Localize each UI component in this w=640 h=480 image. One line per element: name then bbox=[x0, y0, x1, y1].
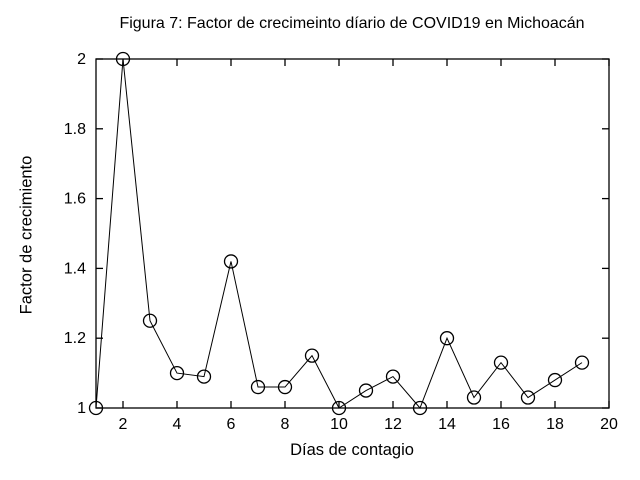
data-point-marker bbox=[358, 383, 374, 398]
data-point-marker bbox=[385, 369, 401, 384]
data-point-marker bbox=[520, 390, 536, 405]
x-tick-label: 6 bbox=[227, 416, 236, 433]
data-line bbox=[95, 58, 583, 409]
x-tick-label: 2 bbox=[119, 416, 128, 433]
y-tick-label: 2 bbox=[77, 51, 86, 68]
data-point-marker bbox=[304, 348, 320, 363]
y-tick-label: 1.6 bbox=[64, 191, 86, 208]
data-point-marker bbox=[493, 355, 509, 370]
plot-box bbox=[95, 58, 610, 409]
x-tick-label: 12 bbox=[384, 416, 402, 433]
data-point-marker bbox=[142, 313, 158, 328]
x-tick-label: 16 bbox=[492, 416, 510, 433]
data-point-marker bbox=[466, 390, 482, 405]
x-tick-label: 14 bbox=[438, 416, 456, 433]
data-point-marker bbox=[250, 379, 266, 395]
chart-title: Figura 7: Factor de crecimeinto díario d… bbox=[119, 15, 585, 32]
y-tick-label: 1 bbox=[77, 400, 86, 417]
data-point-marker bbox=[331, 400, 347, 416]
x-tick-label: 4 bbox=[173, 416, 182, 433]
data-point-marker bbox=[88, 400, 104, 416]
data-point-marker bbox=[277, 379, 293, 395]
data-point-marker bbox=[439, 331, 455, 346]
x-tick-label: 10 bbox=[330, 416, 348, 433]
x-tick-label: 8 bbox=[281, 416, 290, 433]
data-point-marker bbox=[223, 254, 239, 269]
data-point-marker bbox=[169, 365, 185, 381]
data-point-marker bbox=[115, 51, 131, 67]
y-tick-label: 1.4 bbox=[64, 260, 86, 277]
data-point-marker bbox=[412, 400, 428, 416]
x-tick-label: 18 bbox=[546, 416, 564, 433]
x-axis-label: Días de contagio bbox=[290, 441, 414, 459]
y-tick-label: 1.8 bbox=[64, 121, 86, 138]
x-tick-label: 20 bbox=[600, 416, 618, 433]
data-point-marker bbox=[196, 369, 212, 384]
y-tick-label: 1.2 bbox=[64, 330, 86, 347]
data-point-marker bbox=[547, 372, 563, 388]
data-point-marker bbox=[574, 355, 590, 370]
